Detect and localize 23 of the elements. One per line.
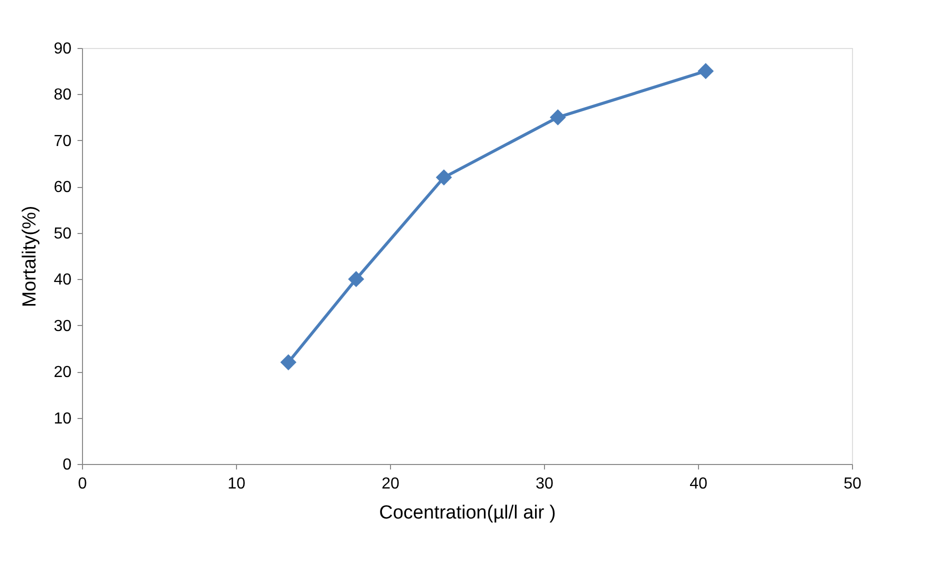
point (550, 109, 566, 126)
x-tick-label: 40 (690, 476, 708, 492)
y-tick-label: 80 (54, 86, 72, 104)
y-tick-label: 40 (54, 272, 72, 289)
y-tick-label: 90 (54, 40, 72, 58)
y-tick-label: 0 (62, 456, 72, 474)
x-tick-label: 10 (228, 476, 246, 492)
y-tick-label: 70 (54, 132, 72, 150)
point (698, 63, 714, 80)
y-tick-label: 60 (54, 179, 72, 196)
x-axis-title: Cocentration(µl/l air ) (379, 502, 556, 524)
y-tick-label: 20 (54, 364, 72, 382)
x-tick-label: 20 (382, 476, 400, 492)
y-axis-title: Mortality(%) (20, 206, 41, 308)
x-tick-label: 50 (844, 476, 862, 492)
x-tick-label: 30 (536, 476, 554, 492)
y-tick-label: 10 (54, 410, 72, 428)
y-tick-label: 30 (54, 318, 72, 335)
point (436, 169, 452, 186)
y-tick-label: 50 (54, 225, 72, 242)
point (348, 271, 364, 288)
point (280, 354, 296, 370)
x-tick-label: 0 (78, 476, 88, 492)
